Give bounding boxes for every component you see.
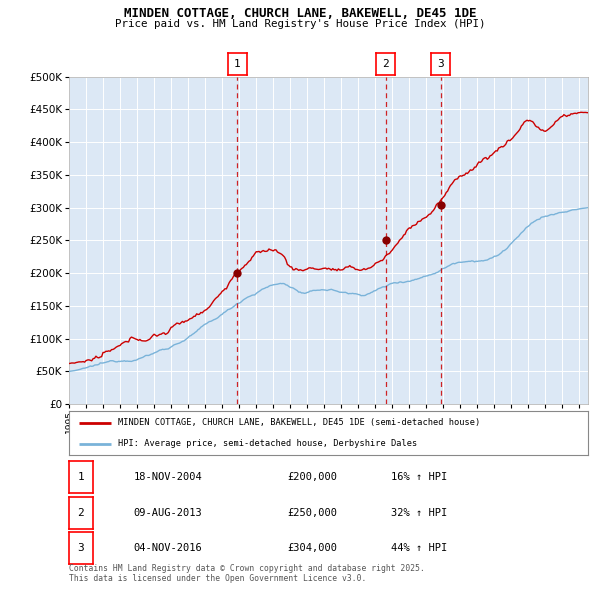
Text: £250,000: £250,000 bbox=[287, 508, 337, 517]
Text: 3: 3 bbox=[77, 543, 85, 553]
Text: Contains HM Land Registry data © Crown copyright and database right 2025.
This d: Contains HM Land Registry data © Crown c… bbox=[69, 563, 425, 583]
Text: 18-NOV-2004: 18-NOV-2004 bbox=[134, 473, 203, 482]
Text: 3: 3 bbox=[437, 59, 444, 68]
Text: 44% ↑ HPI: 44% ↑ HPI bbox=[391, 543, 447, 553]
Text: 2: 2 bbox=[382, 59, 389, 68]
Text: 16% ↑ HPI: 16% ↑ HPI bbox=[391, 473, 447, 482]
Text: £304,000: £304,000 bbox=[287, 543, 337, 553]
Text: 1: 1 bbox=[77, 473, 85, 482]
Text: Price paid vs. HM Land Registry's House Price Index (HPI): Price paid vs. HM Land Registry's House … bbox=[115, 19, 485, 29]
Text: MINDEN COTTAGE, CHURCH LANE, BAKEWELL, DE45 1DE (semi-detached house): MINDEN COTTAGE, CHURCH LANE, BAKEWELL, D… bbox=[118, 418, 481, 427]
Text: 32% ↑ HPI: 32% ↑ HPI bbox=[391, 508, 447, 517]
Text: MINDEN COTTAGE, CHURCH LANE, BAKEWELL, DE45 1DE: MINDEN COTTAGE, CHURCH LANE, BAKEWELL, D… bbox=[124, 7, 476, 20]
Text: 09-AUG-2013: 09-AUG-2013 bbox=[134, 508, 203, 517]
Text: £200,000: £200,000 bbox=[287, 473, 337, 482]
Text: 04-NOV-2016: 04-NOV-2016 bbox=[134, 543, 203, 553]
Text: 1: 1 bbox=[234, 59, 241, 68]
Text: 2: 2 bbox=[77, 508, 85, 517]
Text: HPI: Average price, semi-detached house, Derbyshire Dales: HPI: Average price, semi-detached house,… bbox=[118, 440, 418, 448]
